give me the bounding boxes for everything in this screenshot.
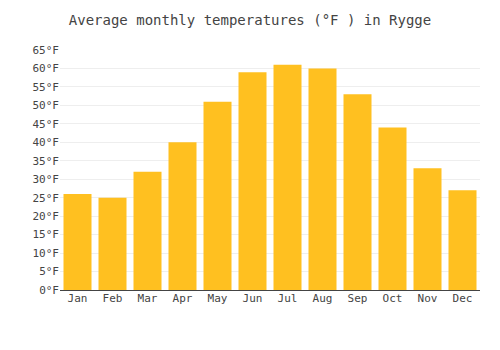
svg-text:30°F: 30°F: [33, 173, 60, 186]
svg-text:10°F: 10°F: [33, 247, 60, 260]
svg-text:Feb: Feb: [103, 292, 123, 305]
svg-text:45°F: 45°F: [33, 118, 60, 131]
svg-text:May: May: [208, 292, 228, 305]
svg-text:55°F: 55°F: [33, 81, 60, 94]
svg-text:Jan: Jan: [68, 292, 88, 305]
svg-text:15°F: 15°F: [33, 228, 60, 241]
svg-text:25°F: 25°F: [33, 192, 60, 205]
svg-text:Jul: Jul: [278, 292, 298, 305]
svg-text:Aug: Aug: [313, 292, 333, 305]
svg-text:40°F: 40°F: [33, 136, 60, 149]
svg-text:Dec: Dec: [453, 292, 473, 305]
svg-text:Apr: Apr: [173, 292, 193, 305]
svg-text:Sep: Sep: [348, 292, 368, 305]
svg-text:65°F: 65°F: [33, 44, 60, 57]
svg-text:20°F: 20°F: [33, 210, 60, 223]
svg-text:Oct: Oct: [383, 292, 403, 305]
svg-text:5°F: 5°F: [39, 265, 59, 278]
svg-text:Nov: Nov: [418, 292, 438, 305]
svg-text:Mar: Mar: [138, 292, 158, 305]
svg-text:35°F: 35°F: [33, 155, 60, 168]
svg-text:0°F: 0°F: [39, 284, 59, 297]
svg-text:60°F: 60°F: [33, 62, 60, 75]
svg-text:Jun: Jun: [243, 292, 263, 305]
svg-text:50°F: 50°F: [33, 99, 60, 112]
svg-text:Average monthly temperatures (: Average monthly temperatures (°F ) in Ry…: [69, 12, 431, 28]
